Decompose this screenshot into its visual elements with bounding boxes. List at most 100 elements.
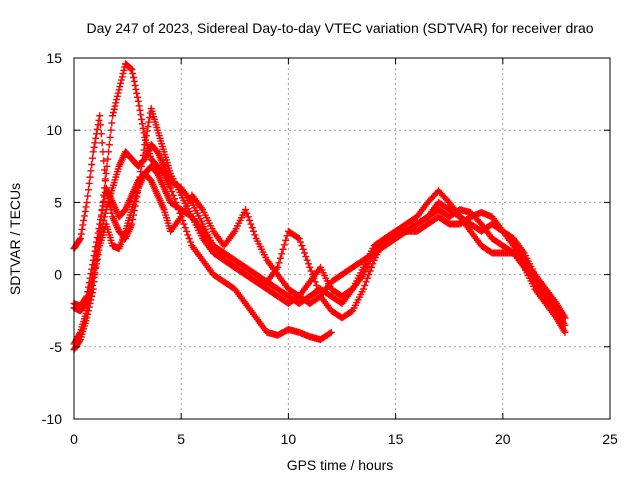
data-point [96, 112, 104, 120]
data-point [98, 139, 106, 147]
data-point [242, 206, 250, 214]
data-point [363, 274, 371, 282]
data-point [100, 157, 108, 165]
data-point [117, 76, 125, 84]
data-point [296, 238, 304, 246]
data-point [116, 83, 124, 91]
data-point [88, 281, 96, 289]
data-point [84, 192, 92, 200]
data-point [84, 186, 92, 194]
data-point [307, 267, 315, 275]
data-point [302, 253, 310, 261]
x-tick-label: 5 [177, 431, 185, 447]
data-point [141, 141, 149, 149]
data-point [168, 188, 176, 196]
data-point [89, 278, 97, 286]
data-point [84, 288, 92, 296]
data-point [95, 225, 103, 233]
marker-layer [70, 60, 569, 354]
tick-layer: 0 5 10 15 20 25 -10 -5 0 5 10 15 [42, 50, 618, 447]
data-point [101, 166, 109, 174]
data-point [120, 66, 128, 74]
data-point [169, 191, 177, 199]
data-point [76, 236, 84, 244]
data-point [142, 136, 150, 144]
data-point [90, 273, 98, 281]
data-point [96, 220, 104, 228]
data-point [126, 64, 134, 72]
data-point [139, 124, 147, 132]
data-point [80, 212, 88, 220]
data-point [561, 328, 569, 336]
y-tick-label: -5 [50, 339, 63, 355]
data-point [327, 328, 335, 336]
data-point [181, 224, 189, 232]
data-point [99, 202, 107, 210]
data-point [106, 133, 114, 141]
data-point [119, 70, 127, 78]
data-point [83, 307, 91, 315]
x-axis-label: GPS time / hours [287, 457, 394, 473]
data-point [278, 250, 286, 258]
data-point [367, 263, 375, 271]
data-point [250, 227, 258, 235]
x-tick-label: 0 [70, 431, 78, 447]
data-point [93, 238, 101, 246]
data-point [103, 162, 111, 170]
data-point [111, 102, 119, 110]
data-point [129, 73, 137, 81]
data-point [114, 89, 122, 97]
data-point [97, 211, 105, 219]
data-point [132, 85, 140, 93]
x-tick-label: 20 [495, 431, 511, 447]
data-point [87, 167, 95, 175]
data-point [101, 175, 109, 183]
chart-title: Day 247 of 2023, Sidereal Day-to-day VTE… [86, 20, 593, 36]
data-point [146, 114, 154, 122]
data-point [561, 314, 569, 322]
data-point [134, 97, 142, 105]
data-point [244, 213, 252, 221]
data-point [90, 252, 98, 260]
data-point [76, 330, 84, 338]
data-point [127, 65, 135, 73]
y-tick-label: 0 [54, 267, 62, 283]
data-point [98, 207, 106, 215]
x-tick-label: 15 [388, 431, 404, 447]
data-point [113, 92, 121, 100]
series-day-5 [70, 170, 569, 348]
data-point [77, 230, 85, 238]
data-point [135, 102, 143, 110]
data-point [100, 197, 108, 205]
data-point [83, 198, 91, 206]
data-point [109, 112, 117, 120]
data-point [82, 203, 90, 211]
y-tick-label: 15 [46, 50, 62, 66]
data-point [561, 321, 569, 329]
series-day-2 [70, 105, 569, 336]
data-point [347, 308, 355, 316]
data-point [113, 96, 121, 104]
data-point [137, 111, 145, 119]
data-point [91, 269, 99, 277]
data-point [93, 260, 101, 268]
data-point [97, 121, 105, 129]
data-point [84, 299, 92, 307]
data-point [294, 234, 302, 242]
data-point [138, 115, 146, 123]
data-point [110, 105, 118, 113]
y-tick-label: 10 [46, 122, 62, 138]
data-point [283, 232, 291, 240]
data-point [306, 263, 314, 271]
data-point [280, 241, 288, 249]
data-point [359, 285, 367, 293]
data-point [295, 235, 303, 242]
data-point [243, 209, 251, 217]
data-point [300, 249, 308, 257]
data-point [305, 260, 312, 268]
data-point [79, 221, 87, 229]
data-point [94, 229, 102, 237]
data-point [144, 123, 152, 131]
data-point [299, 245, 307, 253]
